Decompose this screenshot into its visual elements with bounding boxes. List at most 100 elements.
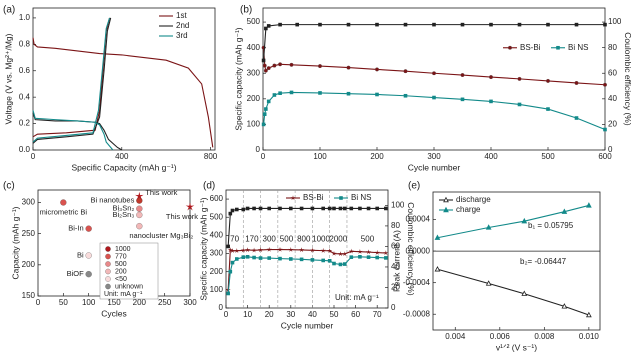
marker xyxy=(288,247,294,252)
marker xyxy=(375,255,379,260)
marker xyxy=(546,107,550,111)
marker xyxy=(403,69,408,74)
marker xyxy=(603,127,607,132)
marker xyxy=(318,22,322,27)
x-tick-label: 150 xyxy=(107,298,121,307)
rate-label: 800 xyxy=(297,235,311,244)
marker xyxy=(266,99,271,104)
size-legend-label: 770 xyxy=(115,253,127,260)
marker xyxy=(318,91,322,95)
series-line xyxy=(227,248,386,290)
x-tick-label: 800 xyxy=(204,152,218,161)
marker xyxy=(489,99,493,104)
x-tick-label: 300 xyxy=(427,152,441,161)
marker xyxy=(226,244,230,249)
marker xyxy=(375,22,379,27)
panel-label: (d) xyxy=(203,181,215,192)
marker xyxy=(342,251,348,257)
size-legend-label: 1000 xyxy=(115,246,131,253)
size-legend-unit: Unit: mA g⁻¹ xyxy=(104,291,143,298)
x-tick-label: 0 xyxy=(224,310,229,319)
marker xyxy=(185,202,195,211)
marker xyxy=(230,260,235,265)
marker xyxy=(229,248,236,253)
marker xyxy=(358,206,362,211)
marker xyxy=(257,247,264,253)
x-axis-label: v¹ᐟ² (V s⁻¹) xyxy=(496,342,537,352)
y2-axis-label: Coulombic efficiency (%) xyxy=(623,32,633,126)
y-tick-label: -0.0004 xyxy=(403,278,431,287)
marker xyxy=(85,252,92,259)
annotation: b₁ = 0.05795 xyxy=(528,221,574,230)
marker xyxy=(489,22,493,27)
marker xyxy=(460,73,465,77)
marker xyxy=(337,251,344,257)
marker xyxy=(320,247,326,253)
legend-marker xyxy=(290,195,296,201)
marker xyxy=(375,206,379,211)
rate-label: 170 xyxy=(245,235,259,244)
y-tick-label: 600 xyxy=(210,194,224,203)
marker xyxy=(226,291,230,296)
marker xyxy=(277,246,283,252)
y2-tick-label: 60 xyxy=(608,68,617,77)
marker xyxy=(384,256,388,260)
point-label: Bi₃Sn₂ xyxy=(113,204,135,213)
marker xyxy=(278,256,282,261)
size-legend-marker xyxy=(105,261,111,267)
y-tick-label: 0.4 xyxy=(19,92,31,101)
x-tick-label: 10 xyxy=(243,310,252,319)
rate-label: 2000 xyxy=(329,235,347,244)
legend-marker xyxy=(508,45,512,50)
x-tick-label: 0.008 xyxy=(534,332,555,341)
marker xyxy=(60,199,67,206)
marker xyxy=(521,290,528,296)
x-tick-label: 100 xyxy=(82,298,96,307)
size-legend-marker xyxy=(105,276,111,282)
marker xyxy=(299,257,304,262)
marker xyxy=(366,206,371,211)
y2-tick-label: 80 xyxy=(391,221,400,230)
y-axis-label: Capacity (mAh g⁻¹) xyxy=(10,206,20,279)
marker xyxy=(366,255,371,259)
marker xyxy=(434,266,441,272)
x-tick-label: 200 xyxy=(370,152,384,161)
plot-frame xyxy=(262,7,606,151)
y2-tick-label: 100 xyxy=(391,201,405,210)
annotation: b₂= -0.06447 xyxy=(520,257,567,266)
rate-label: 300 xyxy=(263,235,277,244)
marker xyxy=(262,112,267,116)
legend-marker xyxy=(556,45,560,50)
marker xyxy=(489,75,493,80)
legend-label: 1st xyxy=(176,11,187,20)
y-axis-label: Peak current (A) xyxy=(391,230,401,292)
x-tick-label: 50 xyxy=(330,310,339,319)
series-line xyxy=(32,17,114,151)
marker xyxy=(603,82,607,87)
point-label: nanocluster Mg₃Bi₂ xyxy=(129,231,193,240)
marker xyxy=(432,22,436,27)
marker xyxy=(346,65,351,70)
x-tick-label: 0 xyxy=(261,152,266,161)
panel-label: (c) xyxy=(3,181,15,192)
x-tick-label: 0 xyxy=(36,298,41,307)
size-legend-marker xyxy=(105,246,111,252)
marker xyxy=(365,249,372,255)
marker xyxy=(375,92,379,97)
y2-tick-label: 80 xyxy=(608,43,617,52)
y2-tick-label: 40 xyxy=(608,94,617,103)
marker xyxy=(432,71,436,76)
marker xyxy=(227,247,233,253)
marker xyxy=(245,206,250,211)
panel-label: (a) xyxy=(3,5,15,16)
x-tick-label: 0.004 xyxy=(445,332,466,341)
marker xyxy=(321,258,325,263)
x-tick-label: 300 xyxy=(183,298,197,307)
marker xyxy=(403,93,408,98)
marker xyxy=(240,247,246,253)
marker xyxy=(383,250,389,256)
y-tick-label: 1.0 xyxy=(19,13,31,22)
legend-label: BS-Bi xyxy=(303,193,324,202)
size-legend-label: 200 xyxy=(115,268,127,275)
